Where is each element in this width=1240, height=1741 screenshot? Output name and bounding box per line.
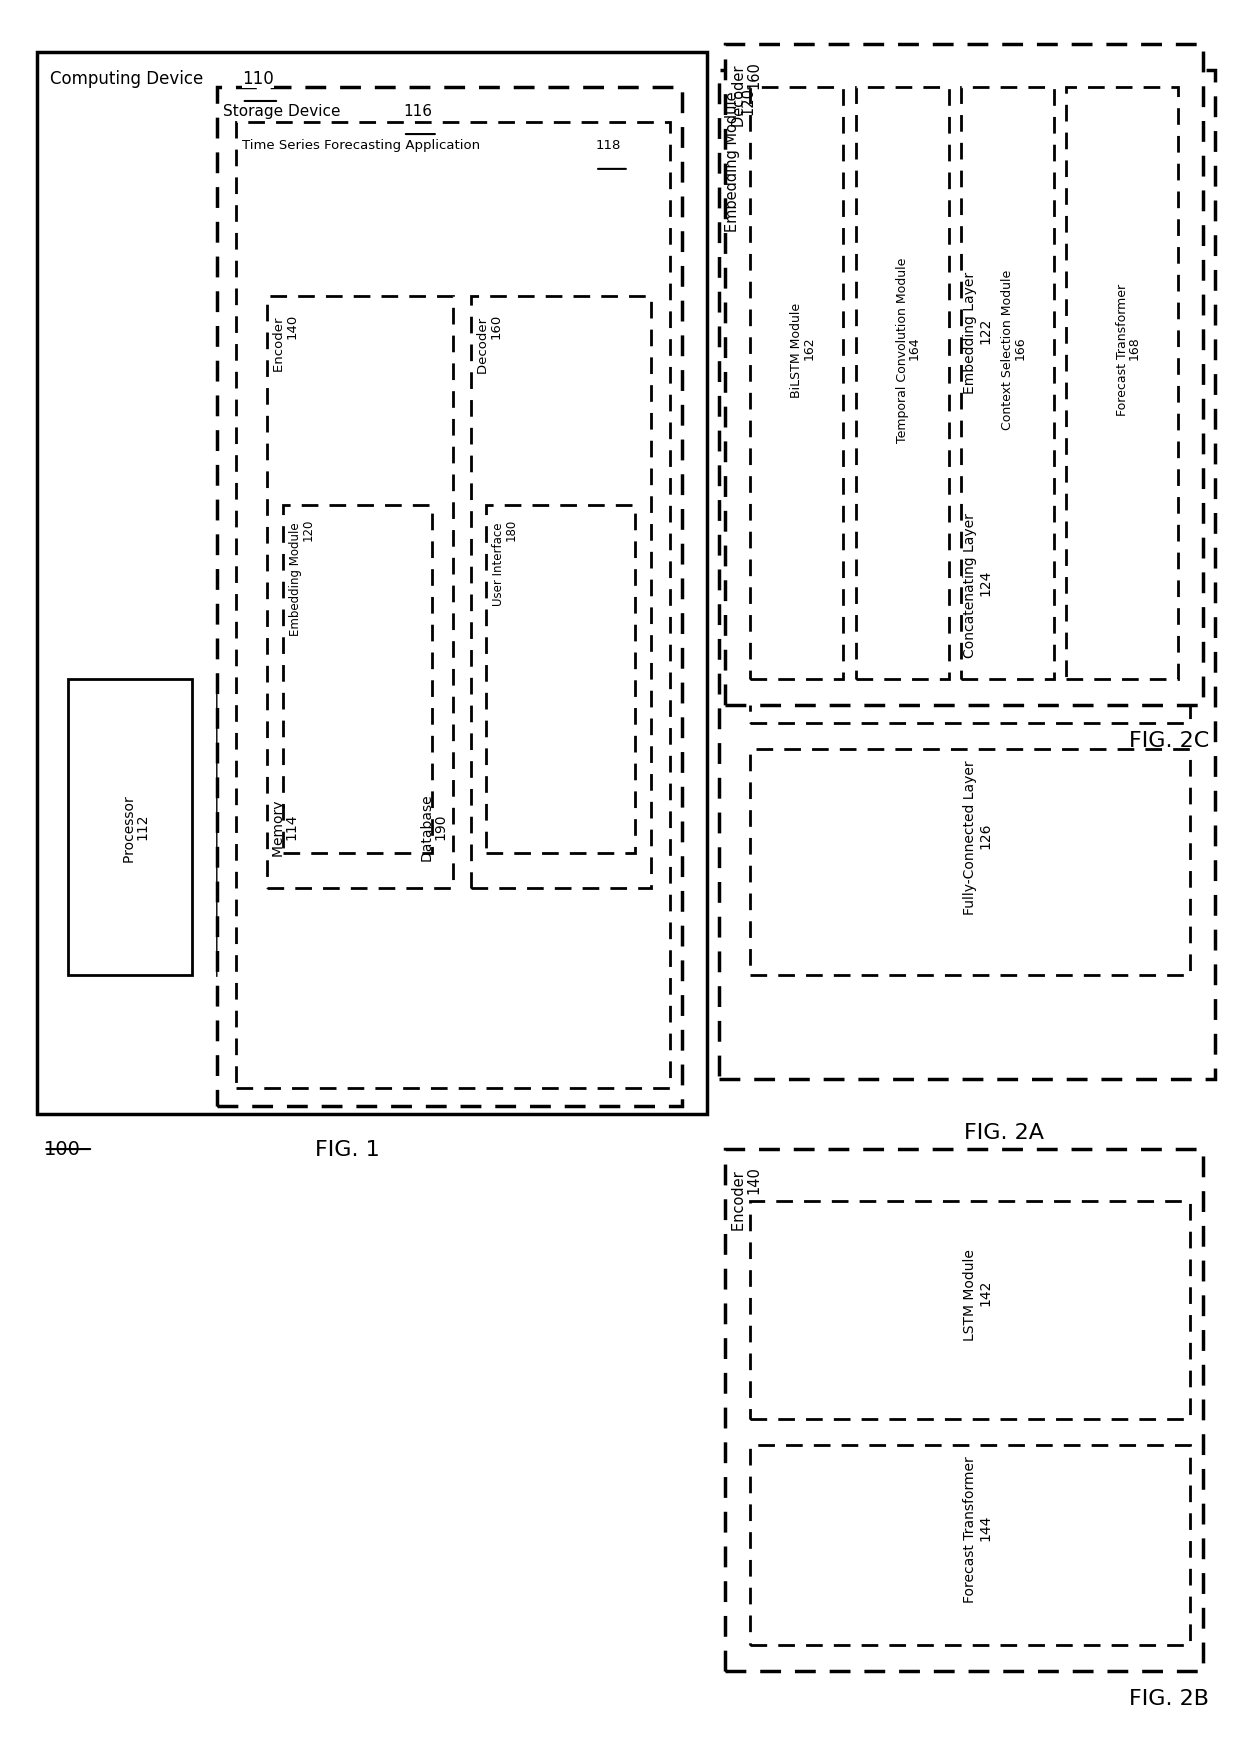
Text: 140: 140 bbox=[285, 313, 298, 339]
FancyBboxPatch shape bbox=[750, 496, 1190, 723]
Text: 116: 116 bbox=[403, 104, 432, 120]
Text: Decoder: Decoder bbox=[477, 313, 490, 374]
Text: 162: 162 bbox=[802, 336, 816, 360]
Text: FIG. 2C: FIG. 2C bbox=[1128, 731, 1209, 750]
Text: 144: 144 bbox=[978, 1515, 992, 1541]
FancyBboxPatch shape bbox=[68, 679, 192, 975]
Text: 142: 142 bbox=[978, 1280, 992, 1306]
Text: 112: 112 bbox=[135, 813, 150, 841]
Text: Decoder: Decoder bbox=[732, 61, 746, 127]
FancyBboxPatch shape bbox=[750, 1445, 1190, 1645]
Text: 126: 126 bbox=[978, 822, 992, 850]
FancyBboxPatch shape bbox=[283, 505, 432, 853]
Text: 100: 100 bbox=[43, 1140, 81, 1160]
FancyBboxPatch shape bbox=[37, 52, 707, 1114]
FancyBboxPatch shape bbox=[961, 87, 1054, 679]
Text: Forecast Transformer: Forecast Transformer bbox=[963, 1452, 977, 1603]
Text: 120: 120 bbox=[301, 519, 314, 541]
Text: 160: 160 bbox=[490, 313, 502, 339]
FancyBboxPatch shape bbox=[725, 1149, 1203, 1671]
Text: 190: 190 bbox=[433, 813, 448, 841]
Text: 166: 166 bbox=[1013, 336, 1027, 360]
Text: Database: Database bbox=[420, 792, 435, 862]
Text: 168: 168 bbox=[1128, 336, 1141, 360]
Text: Encoder: Encoder bbox=[732, 1166, 746, 1231]
FancyBboxPatch shape bbox=[267, 296, 453, 888]
FancyBboxPatch shape bbox=[856, 87, 949, 679]
Text: Embedding Module: Embedding Module bbox=[289, 519, 301, 635]
FancyBboxPatch shape bbox=[719, 70, 1215, 1079]
Text: Memory: Memory bbox=[272, 797, 286, 857]
Text: 114: 114 bbox=[284, 813, 299, 841]
Text: FIG. 2B: FIG. 2B bbox=[1128, 1689, 1209, 1708]
Text: User Interface: User Interface bbox=[492, 519, 505, 606]
Text: Forecast Transformer: Forecast Transformer bbox=[1116, 280, 1128, 416]
Text: 122: 122 bbox=[978, 317, 992, 345]
FancyBboxPatch shape bbox=[236, 122, 670, 1088]
FancyBboxPatch shape bbox=[750, 749, 1190, 975]
Text: Concatenating Layer: Concatenating Layer bbox=[963, 508, 977, 658]
Text: Temporal Convolution Module: Temporal Convolution Module bbox=[895, 254, 909, 442]
Text: 140: 140 bbox=[746, 1166, 761, 1194]
FancyBboxPatch shape bbox=[217, 87, 682, 1106]
FancyBboxPatch shape bbox=[1066, 87, 1178, 679]
Text: Fully-Connected Layer: Fully-Connected Layer bbox=[963, 756, 977, 916]
Text: 120: 120 bbox=[740, 87, 755, 115]
Text: 124: 124 bbox=[978, 569, 992, 597]
FancyBboxPatch shape bbox=[750, 87, 843, 679]
FancyBboxPatch shape bbox=[486, 505, 635, 853]
FancyBboxPatch shape bbox=[366, 679, 490, 975]
Text: FIG. 1: FIG. 1 bbox=[315, 1140, 379, 1160]
Text: Time Series Forecasting Application: Time Series Forecasting Application bbox=[242, 139, 484, 151]
Text: 180: 180 bbox=[505, 519, 517, 541]
FancyBboxPatch shape bbox=[750, 1201, 1190, 1419]
Text: BiLSTM Module: BiLSTM Module bbox=[790, 299, 804, 397]
Text: Encoder: Encoder bbox=[273, 313, 285, 373]
Text: Computing Device: Computing Device bbox=[50, 70, 208, 87]
Text: LSTM Module: LSTM Module bbox=[963, 1245, 977, 1341]
Text: 164: 164 bbox=[908, 336, 921, 360]
Text: 118: 118 bbox=[595, 139, 620, 151]
Text: FIG. 2A: FIG. 2A bbox=[965, 1123, 1044, 1142]
FancyBboxPatch shape bbox=[217, 679, 341, 975]
FancyBboxPatch shape bbox=[750, 244, 1190, 470]
Text: 110: 110 bbox=[242, 70, 274, 87]
Text: Storage Device: Storage Device bbox=[223, 104, 346, 120]
Text: Embedding Layer: Embedding Layer bbox=[963, 268, 977, 393]
FancyBboxPatch shape bbox=[725, 44, 1203, 705]
Text: 160: 160 bbox=[746, 61, 761, 89]
Text: Context Selection Module: Context Selection Module bbox=[1001, 266, 1014, 430]
Text: Embedding Module: Embedding Module bbox=[725, 87, 740, 232]
FancyBboxPatch shape bbox=[471, 296, 651, 888]
Text: Processor: Processor bbox=[123, 792, 138, 862]
